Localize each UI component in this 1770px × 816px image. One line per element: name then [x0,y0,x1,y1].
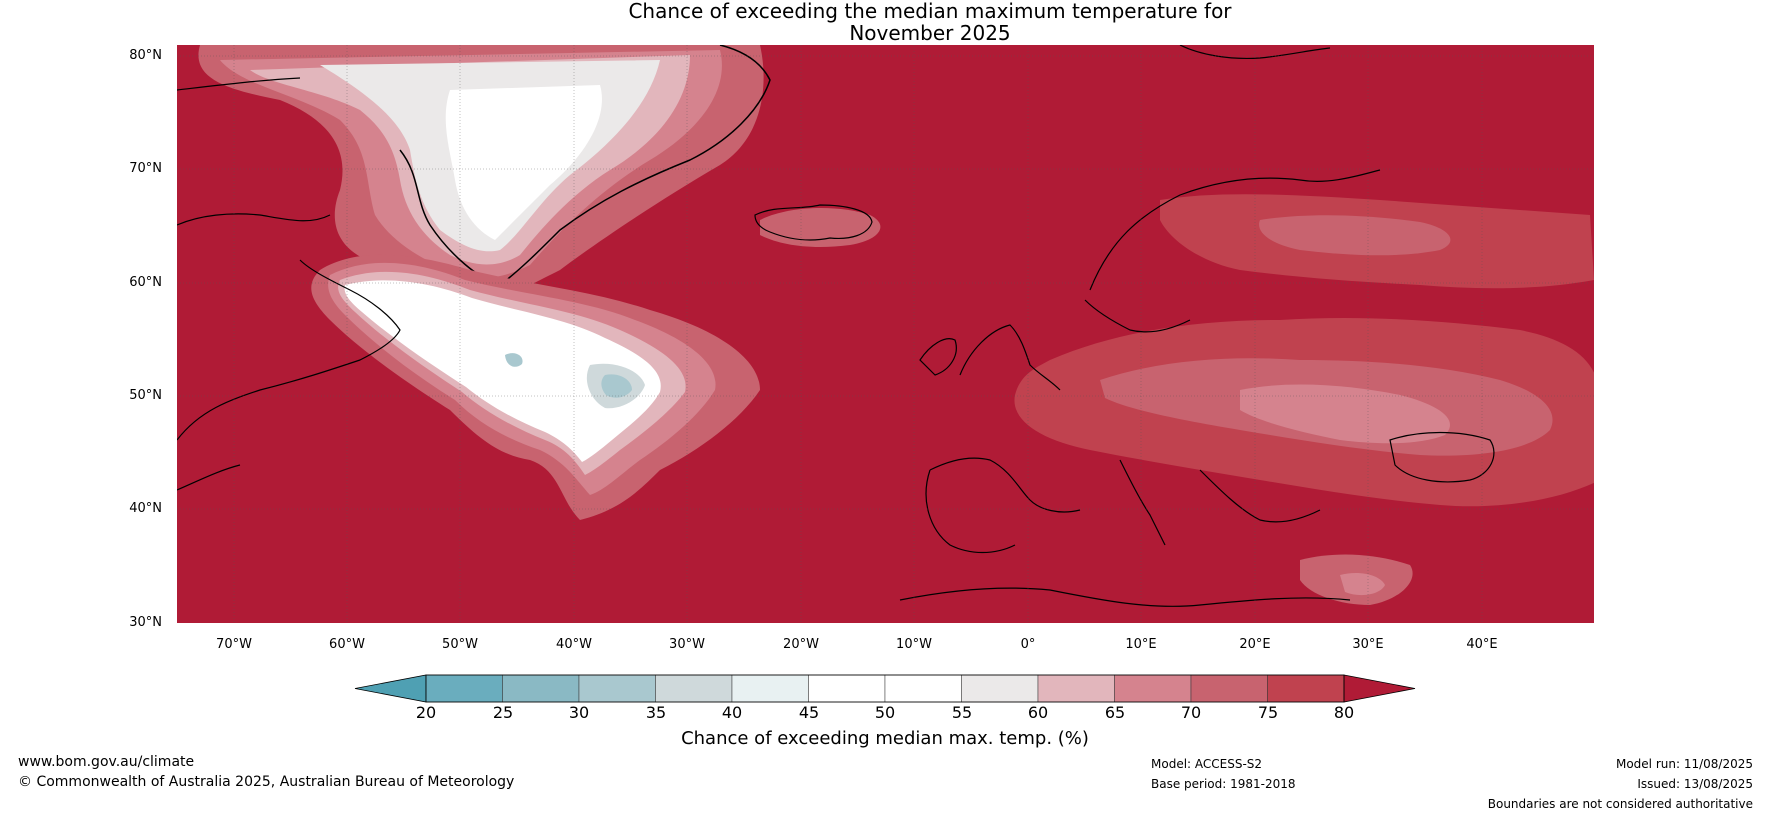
lon-label-0: 0° [1020,637,1036,652]
lon-label-60w: 60°W [329,637,365,652]
lon-label-20e: 20°E [1239,637,1271,652]
colorbar-tick-20: 20 [415,703,437,722]
lon-label-30w: 30°W [669,637,705,652]
colorbar-tick-25: 25 [492,703,514,722]
europe-probability-region [1014,194,1594,605]
colorbar-tick-40: 40 [721,703,743,722]
graticule [177,45,1594,623]
colorbar-tick-35: 35 [645,703,667,722]
colorbar-tick-80: 80 [1333,703,1355,722]
colorbar-segment [578,674,656,703]
copyright-text: © Commonwealth of Australia 2025, Austra… [18,774,515,790]
disclaimer-text: Boundaries are not considered authoritat… [1487,797,1753,811]
colorbar-segment [502,674,580,703]
lat-label-80n: 80°N [129,48,162,63]
lat-label-30n: 30°N [129,615,162,630]
lat-label-70n: 70°N [129,161,162,176]
colorbar [354,674,1416,703]
north-atlantic-probability-region [311,254,760,521]
lon-label-10w: 10°W [896,637,932,652]
colorbar-tick-65: 65 [1104,703,1126,722]
colorbar-tick-60: 60 [1027,703,1049,722]
colorbar-tick-70: 70 [1180,703,1202,722]
colorbar-segment [884,674,962,703]
model-run-text: Model run: 11/08/2025 [1615,757,1753,771]
lat-label-40n: 40°N [129,501,162,516]
map-title: Chance of exceeding the median maximum t… [0,0,1770,44]
lon-label-20w: 20°W [783,637,819,652]
lon-label-40e: 40°E [1466,637,1498,652]
lat-label-50n: 50°N [129,388,162,403]
lat-label-60n: 60°N [129,275,162,290]
colorbar-segment [808,674,886,703]
colorbar-segment [1190,674,1268,703]
lon-label-50w: 50°W [442,637,478,652]
base-period-text: Base period: 1981-2018 [1151,777,1296,791]
colorbar-segment [961,674,1039,703]
colorbar-segment [1037,674,1115,703]
lon-label-10e: 10°E [1125,637,1157,652]
lon-label-70w: 70°W [216,637,252,652]
lon-label-30e: 30°E [1352,637,1384,652]
colorbar-tick-30: 30 [568,703,590,722]
colorbar-segment [1267,674,1345,703]
colorbar-extend-high [1343,674,1416,703]
coastlines [177,45,1495,607]
website-link[interactable]: www.bom.gov.au/climate [18,754,195,770]
lon-label-40w: 40°W [556,637,592,652]
colorbar-segment [655,674,733,703]
colorbar-outline [425,674,1345,703]
greenland-probability-region [198,45,771,320]
colorbar-tick-50: 50 [874,703,896,722]
colorbar-tick-75: 75 [1257,703,1279,722]
colorbar-tick-45: 45 [798,703,820,722]
colorbar-segment [1114,674,1192,703]
colorbar-tick-55: 55 [951,703,973,722]
title-line-2: November 2025 [849,21,1011,45]
iceland-region [754,204,881,247]
colorbar-segment [425,674,503,703]
issued-text: Issued: 13/08/2025 [1637,777,1753,791]
colorbar-segment [731,674,809,703]
colorbar-label: Chance of exceeding median max. temp. (%… [681,728,1089,749]
title-line-1: Chance of exceeding the median maximum t… [628,0,1232,23]
colorbar-extend-low [354,674,427,703]
model-text: Model: ACCESS-S2 [1151,757,1263,771]
